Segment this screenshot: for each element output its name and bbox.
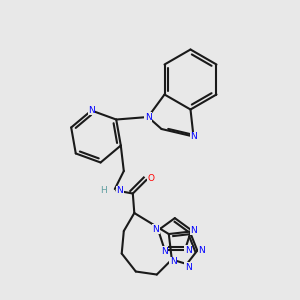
Text: N: N (190, 225, 197, 234)
Text: N: N (88, 106, 95, 115)
Text: N: N (145, 112, 152, 122)
Text: N: N (198, 246, 205, 255)
Text: N: N (161, 247, 168, 256)
Text: O: O (147, 174, 154, 183)
Text: N: N (190, 132, 197, 141)
Text: N: N (116, 186, 123, 195)
Text: N: N (152, 225, 159, 234)
Text: N: N (185, 262, 192, 272)
Text: H: H (100, 186, 107, 195)
Text: N: N (170, 257, 177, 266)
Text: N: N (190, 226, 197, 235)
Text: N: N (185, 246, 191, 255)
